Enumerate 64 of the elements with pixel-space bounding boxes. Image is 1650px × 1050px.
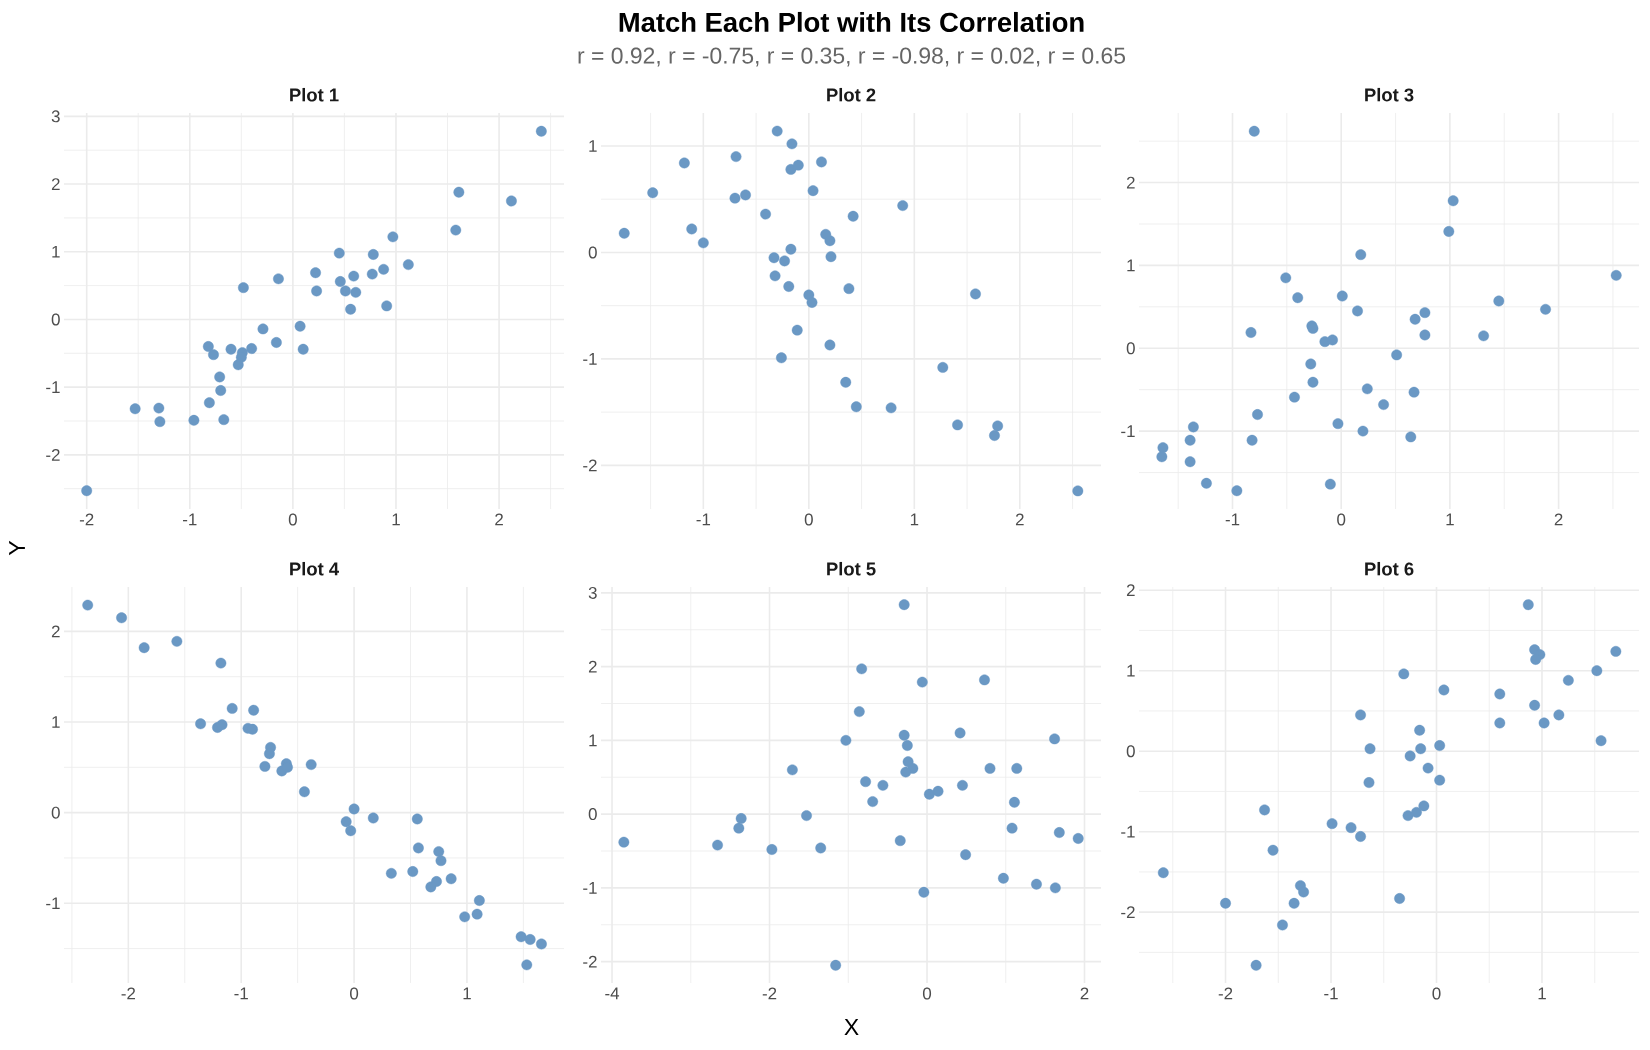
y-tick-label: -1 xyxy=(46,897,60,910)
y-tick-label: 0 xyxy=(51,806,60,819)
y-tick-label: -2 xyxy=(583,459,597,472)
x-tick-label: -1 xyxy=(183,513,197,526)
y-tick-label: 3 xyxy=(51,110,60,123)
text: X xyxy=(844,1019,859,1035)
y-tick-label: 3 xyxy=(588,586,597,599)
x-tick-label: 0 xyxy=(1432,987,1441,1000)
chart-title: Plot 6 xyxy=(1365,561,1414,576)
text: r = 0.92, r = -0.75, r = 0.35, r = -0.98, r = 0.02, r = 0.65 xyxy=(578,47,1126,67)
y-tick-label: -2 xyxy=(583,955,597,968)
chart-title: Plot 5 xyxy=(827,561,876,576)
y-tick-label: -2 xyxy=(46,448,60,461)
y-tick-label: 1 xyxy=(1127,259,1135,272)
x-tick-label: 1 xyxy=(1538,987,1546,1000)
y-tick-label: 0 xyxy=(51,313,60,326)
y-tick-label: -1 xyxy=(583,353,597,365)
y-tick-label: 1 xyxy=(52,245,60,258)
x-tick-label: 0 xyxy=(804,513,813,526)
x-tick-label: 1 xyxy=(1446,513,1454,526)
y-tick-label: 2 xyxy=(1126,176,1135,189)
x-tick-label: -1 xyxy=(1324,987,1338,1000)
x-tick-label: 1 xyxy=(910,513,919,526)
x-tick-label: 0 xyxy=(350,987,359,1000)
y-tick-label: -1 xyxy=(1121,425,1135,437)
x-tick-label: 1 xyxy=(392,513,400,526)
y-tick-label: -2 xyxy=(1121,906,1135,919)
x-tick-label: -4 xyxy=(605,987,620,1000)
chart-title: Plot 2 xyxy=(827,87,876,102)
x-tick-label: -1 xyxy=(696,513,711,526)
y-tick-label: 0 xyxy=(588,246,597,259)
text: Match Each Plot with Its Correlation xyxy=(619,11,1084,33)
y-tick-label: 0 xyxy=(1126,342,1135,355)
chart-title: Plot 3 xyxy=(1365,87,1414,102)
x-tick-label: -2 xyxy=(1218,987,1233,1000)
y-tick-label: 2 xyxy=(1126,584,1135,597)
y-tick-label: 1 xyxy=(52,716,60,728)
x-tick-label: 2 xyxy=(495,513,503,526)
x-tick-label: -1 xyxy=(234,987,248,1000)
x-tick-label: -1 xyxy=(1225,513,1240,526)
x-tick-label: 0 xyxy=(288,513,297,526)
y-tick-label: 0 xyxy=(588,808,597,821)
text: Y xyxy=(9,540,25,556)
y-tick-label: 1 xyxy=(1127,664,1135,677)
y-tick-label: 1 xyxy=(589,140,597,152)
x-tick-label: -2 xyxy=(79,513,94,526)
y-tick-label: -1 xyxy=(583,882,597,894)
x-tick-label: -2 xyxy=(121,987,136,1000)
x-tick-label: 2 xyxy=(1554,513,1563,526)
y-tick-label: 2 xyxy=(588,660,597,673)
y-tick-label: 2 xyxy=(51,625,60,638)
x-tick-label: 0 xyxy=(1337,513,1346,526)
y-tick-label: -1 xyxy=(1121,825,1135,838)
x-tick-label: 0 xyxy=(922,987,932,1000)
y-tick-label: -1 xyxy=(46,381,60,393)
y-tick-label: 1 xyxy=(589,734,597,747)
y-tick-label: 0 xyxy=(1126,745,1135,758)
chart-title: Plot 4 xyxy=(290,561,339,576)
x-tick-label: 1 xyxy=(463,987,471,1000)
x-tick-label: 2 xyxy=(1015,513,1024,526)
x-tick-label: 2 xyxy=(1080,987,1089,1000)
chart-title: Plot 1 xyxy=(290,87,339,102)
y-tick-label: 2 xyxy=(51,178,60,190)
x-tick-label: -2 xyxy=(762,987,777,1000)
